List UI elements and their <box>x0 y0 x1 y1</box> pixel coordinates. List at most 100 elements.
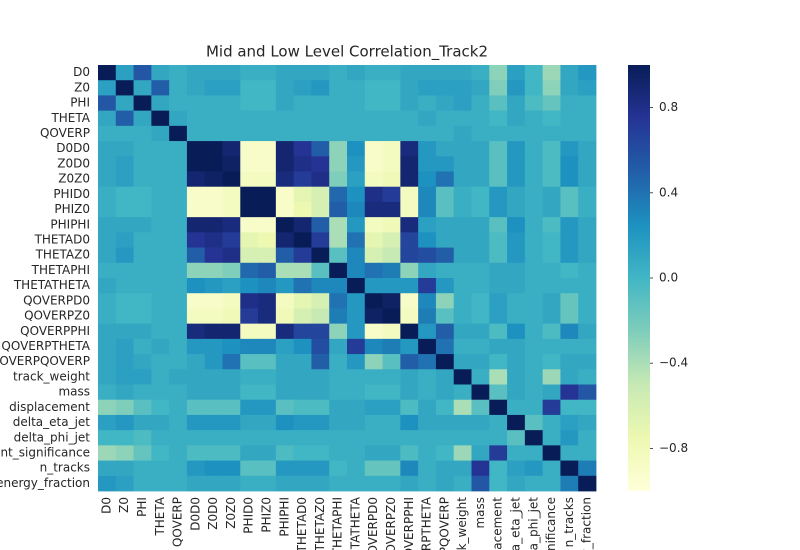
heatmap-cell <box>542 445 561 461</box>
heatmap-cell <box>347 460 366 477</box>
heatmap-cell <box>258 460 277 477</box>
heatmap-cell <box>115 125 134 142</box>
heatmap-cell <box>329 414 348 431</box>
heatmap-cell <box>151 247 170 264</box>
heatmap-cell <box>222 125 241 142</box>
heatmap-cell <box>258 399 277 416</box>
heatmap-cell <box>204 384 223 401</box>
heatmap-cell <box>186 232 206 248</box>
heatmap-cell <box>524 186 544 203</box>
heatmap-cell <box>222 262 241 279</box>
heatmap-cell <box>258 156 277 172</box>
heatmap-cell <box>524 262 544 279</box>
heatmap-cell <box>435 445 455 461</box>
heatmap-cell <box>186 80 206 96</box>
heatmap-cell <box>329 156 348 172</box>
heatmap-cell <box>435 308 455 325</box>
heatmap-cell <box>133 262 152 279</box>
heatmap-cell <box>98 354 117 370</box>
heatmap-cell <box>453 95 472 112</box>
heatmap-cell <box>400 278 419 294</box>
heatmap-cell <box>169 399 188 416</box>
heatmap-cell <box>364 384 383 401</box>
heatmap-cell <box>222 156 241 172</box>
heatmap-cell <box>400 460 419 477</box>
heatmap-cell <box>133 384 152 401</box>
heatmap-cell <box>418 65 437 81</box>
heatmap-cell <box>560 186 579 203</box>
heatmap-cell <box>364 110 383 127</box>
heatmap-cell <box>186 262 206 279</box>
heatmap-cell <box>151 293 170 309</box>
heatmap-cell <box>347 186 366 203</box>
heatmap-cell <box>151 338 170 355</box>
heatmap-cell <box>169 186 188 203</box>
heatmap-cell <box>98 80 117 96</box>
heatmap-cell <box>275 354 295 370</box>
heatmap-cell <box>275 414 295 431</box>
heatmap-cell <box>186 278 206 294</box>
heatmap-cell <box>489 232 508 248</box>
x-tick-label: n_tracks <box>562 497 576 547</box>
heatmap-cell <box>151 156 170 172</box>
heatmap-cell <box>400 475 419 492</box>
heatmap-cell <box>578 141 597 157</box>
heatmap-cell <box>471 445 490 461</box>
heatmap-cell <box>258 384 277 401</box>
heatmap-cell <box>453 186 472 203</box>
heatmap-cell <box>169 95 188 112</box>
heatmap-cell <box>240 445 259 461</box>
heatmap-cell <box>435 232 455 248</box>
heatmap-cell <box>133 232 152 248</box>
heatmap-cell <box>222 247 241 264</box>
heatmap-cell <box>329 278 348 294</box>
heatmap-cell <box>578 80 597 96</box>
heatmap-cell <box>560 414 579 431</box>
heatmap-cell <box>542 323 561 340</box>
heatmap-cell <box>311 217 330 233</box>
heatmap-cell <box>560 354 579 370</box>
heatmap-cell <box>435 80 455 96</box>
heatmap-cell <box>418 110 437 127</box>
heatmap-cell <box>542 384 561 401</box>
heatmap-cell <box>275 293 295 309</box>
heatmap-cell <box>435 156 455 172</box>
heatmap-cell <box>507 141 526 157</box>
heatmap-cell <box>240 217 259 233</box>
heatmap-cell <box>578 460 597 477</box>
heatmap-cell <box>204 247 223 264</box>
heatmap-cell <box>453 125 472 142</box>
heatmap-cell <box>204 369 223 385</box>
chart-title: Mid and Low Level Correlation_Track2 <box>206 43 488 62</box>
heatmap-cell <box>524 323 544 340</box>
heatmap-cell <box>115 141 134 157</box>
heatmap-cell <box>115 65 134 81</box>
heatmap-cell <box>364 475 383 492</box>
heatmap-cell <box>347 65 366 81</box>
heatmap-cell <box>507 110 526 127</box>
heatmap-cell <box>258 141 277 157</box>
heatmap-cell <box>258 323 277 340</box>
heatmap-cell <box>489 217 508 233</box>
heatmap-cell <box>329 141 348 157</box>
heatmap-cell <box>115 323 134 340</box>
heatmap-cell <box>578 430 597 446</box>
heatmap-cell <box>418 430 437 446</box>
heatmap-cell <box>151 430 170 446</box>
heatmap-cell <box>293 141 312 157</box>
heatmap-cell <box>293 125 312 142</box>
y-tick-label: D0 <box>73 65 90 79</box>
heatmap-cell <box>186 186 206 203</box>
heatmap-cell <box>151 445 170 461</box>
heatmap-cell <box>418 293 437 309</box>
heatmap-cell <box>222 186 241 203</box>
heatmap-cell <box>204 430 223 446</box>
heatmap-cell <box>489 125 508 142</box>
heatmap-cell <box>275 110 295 127</box>
heatmap-cell <box>240 156 259 172</box>
heatmap-cell <box>489 475 508 492</box>
heatmap-cell <box>560 65 579 81</box>
heatmap-cell <box>329 232 348 248</box>
heatmap-cell <box>418 232 437 248</box>
heatmap-cell <box>169 460 188 477</box>
